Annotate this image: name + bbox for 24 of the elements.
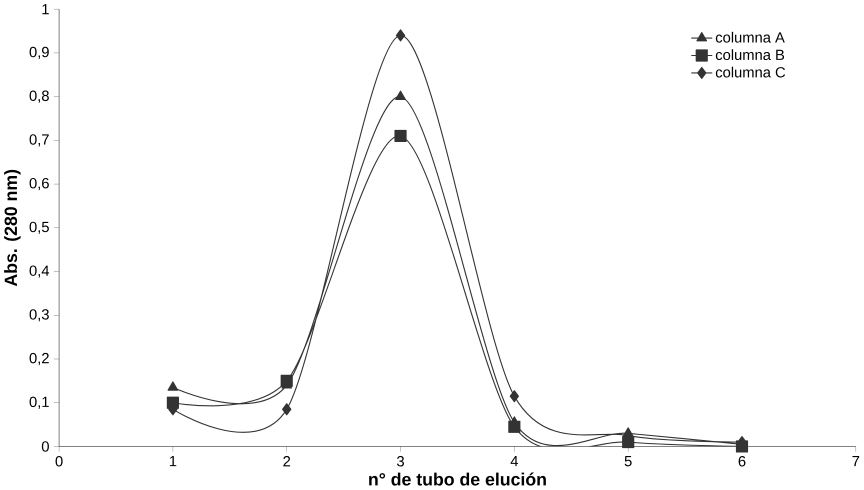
y-tick-label: 0,6 bbox=[30, 178, 49, 190]
legend-label: columna A bbox=[716, 32, 785, 43]
legend-label: columna B bbox=[716, 49, 784, 60]
x-tick-label: 2 bbox=[283, 456, 290, 466]
legend-label: columna C bbox=[716, 66, 786, 78]
x-tick-label: 4 bbox=[510, 456, 518, 466]
x-tick-label: 7 bbox=[852, 456, 860, 466]
y-tick-label: 0 bbox=[42, 441, 49, 452]
y-tick-label: 0,7 bbox=[30, 134, 49, 147]
y-tick-label: 0,2 bbox=[30, 353, 49, 366]
x-tick-label: 6 bbox=[738, 456, 746, 467]
x-tick-label: 5 bbox=[624, 456, 632, 466]
y-tick-label: 0,1 bbox=[30, 396, 49, 409]
y-tick-label: 0,4 bbox=[30, 266, 50, 278]
y-tick-label: 0,3 bbox=[30, 309, 49, 322]
y-tick-label: 1 bbox=[42, 4, 49, 14]
x-tick-label: 3 bbox=[396, 456, 404, 467]
x-tick-label: 0 bbox=[56, 456, 63, 467]
y-tick-label: 0,5 bbox=[30, 222, 49, 234]
x-axis-title: n° de tubo de elución bbox=[369, 472, 546, 486]
y-axis-title: Abs. (280 nm) bbox=[4, 170, 21, 286]
y-tick-label: 0,9 bbox=[30, 46, 49, 60]
x-tick-label: 1 bbox=[170, 456, 176, 466]
y-tick-label: 0,8 bbox=[30, 90, 49, 103]
